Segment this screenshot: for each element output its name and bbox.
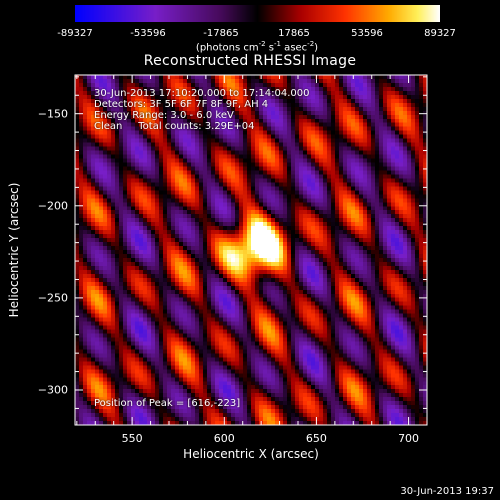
y-tick-label: −150 xyxy=(37,107,68,121)
heatmap-image xyxy=(75,75,427,425)
annotation-time-range: 30-Jun-2013 17:10:20.000 to 17:14:04.000 xyxy=(94,88,310,99)
annotation-peak-position: Position of Peak = [616,-223] xyxy=(94,398,241,409)
y-axis-label: Heliocentric Y (arcsec) xyxy=(7,182,21,318)
colorbar xyxy=(75,5,440,22)
axis-ticks xyxy=(75,75,428,425)
annotation-detectors: Detectors: 3F 5F 6F 7F 8F 9F, AH 4 xyxy=(94,99,269,110)
colorbar-tick: 17865 xyxy=(278,28,310,39)
y-tick-label: −300 xyxy=(37,383,68,397)
x-axis-label: Heliocentric X (arcsec) xyxy=(183,447,319,461)
colorbar-tick: -89327 xyxy=(57,28,93,39)
chart-title: Reconstructed RHESSI Image xyxy=(143,53,357,69)
colorbar-tick: -17865 xyxy=(203,28,239,39)
x-tick-label: 550 xyxy=(121,432,143,445)
x-tick-label: 650 xyxy=(305,432,327,445)
colorbar-tick: -53596 xyxy=(130,28,166,39)
y-tick-label: −200 xyxy=(37,199,68,213)
colorbar-tick: 89327 xyxy=(424,28,456,39)
x-tick-label: 600 xyxy=(213,432,235,445)
colorbar-unit-label: (photons cm-2 s-1 asec-2) xyxy=(195,40,319,54)
colorbar-tick: 53596 xyxy=(351,28,383,39)
annotation-counts: Clean Total counts: 3.29E+04 xyxy=(94,121,255,132)
plot-border xyxy=(74,74,428,426)
y-tick-label: −250 xyxy=(37,291,68,305)
footer-timestamp: 30-Jun-2013 19:37 xyxy=(400,486,494,497)
annotation-energy-range: Energy Range: 3.0 - 6.0 keV xyxy=(94,110,234,121)
x-tick-label: 700 xyxy=(398,432,420,445)
